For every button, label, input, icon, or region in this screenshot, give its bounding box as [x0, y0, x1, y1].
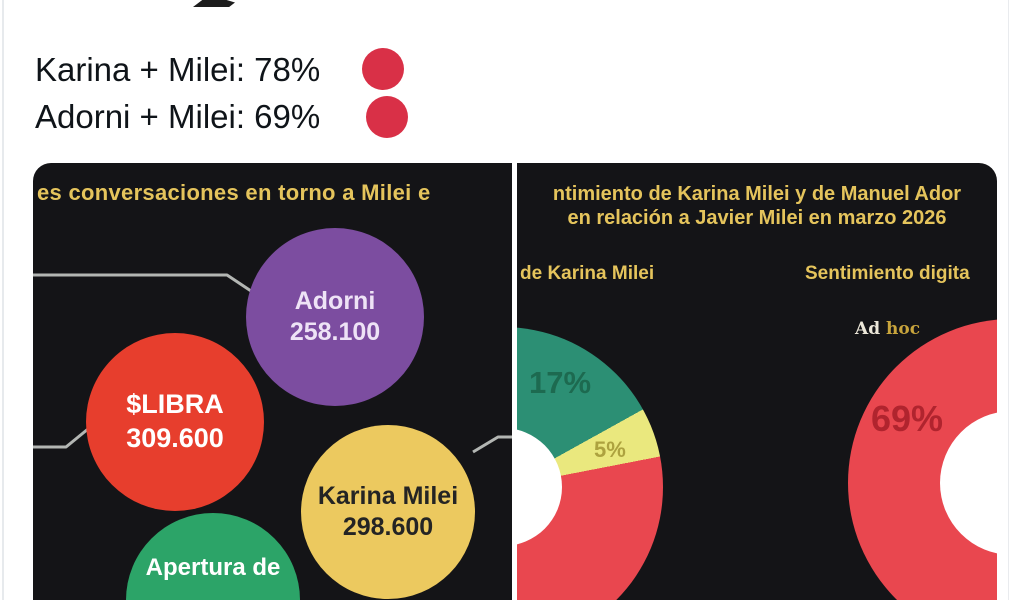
adhoc-logo: Ad hoc: [855, 319, 920, 339]
bubble-label: Apertura de: [145, 554, 281, 581]
page-right-border: [1008, 0, 1009, 600]
adhoc-logo-part1: Ad: [855, 319, 881, 339]
bubble-chart-panel: es conversaciones en torno a Milei e Ado…: [33, 163, 512, 600]
panel-separator: [512, 163, 517, 600]
clipped-text-glyph: [193, 0, 235, 7]
bubble-libra: $LIBRA 309.600: [86, 333, 264, 511]
positive-percent-label: 69%: [871, 398, 944, 439]
negative-percent-label: 17%: [529, 365, 592, 400]
callout-lines: [33, 273, 512, 454]
infographic-image[interactable]: es conversaciones en torno a Milei e Ado…: [33, 163, 997, 600]
neutral-percent-label: 5%: [594, 437, 626, 462]
bubble-adorni: Adorni 258.100: [246, 228, 424, 406]
bubble-karina-milei: Karina Milei 298.600: [301, 425, 475, 599]
page-left-border: [2, 0, 4, 600]
donut-right-subtitle: Sentimiento digita: [805, 263, 970, 284]
bubble-value: 258.100: [289, 318, 381, 346]
adhoc-logo-part2: hoc: [880, 319, 921, 339]
bubble-value: 309.600: [126, 423, 224, 453]
bubble-label: Adorni: [294, 286, 376, 315]
red-circle-emoji: [362, 48, 404, 90]
tweet-text-line-1: Karina + Milei: 78%: [35, 51, 321, 88]
sentiment-panel: ntimiento de Karina Milei y de Manuel Ad…: [517, 163, 997, 600]
sentiment-title-line-2: en relación a Javier Milei en marzo 2026: [567, 207, 947, 229]
bubble-chart-title: es conversaciones en torno a Milei e: [37, 180, 431, 205]
bubble-label: $LIBRA: [126, 389, 224, 420]
tweet-text-line-2: Adorni + Milei: 69%: [35, 98, 321, 135]
sentiment-title-line-1: ntimiento de Karina Milei y de Manuel Ad…: [552, 183, 962, 205]
red-circle-emoji: [366, 96, 408, 138]
bubble-value: 298.600: [342, 513, 434, 541]
donut-left-subtitle: de Karina Milei: [520, 263, 655, 284]
bubble-label: Karina Milei: [317, 481, 459, 510]
